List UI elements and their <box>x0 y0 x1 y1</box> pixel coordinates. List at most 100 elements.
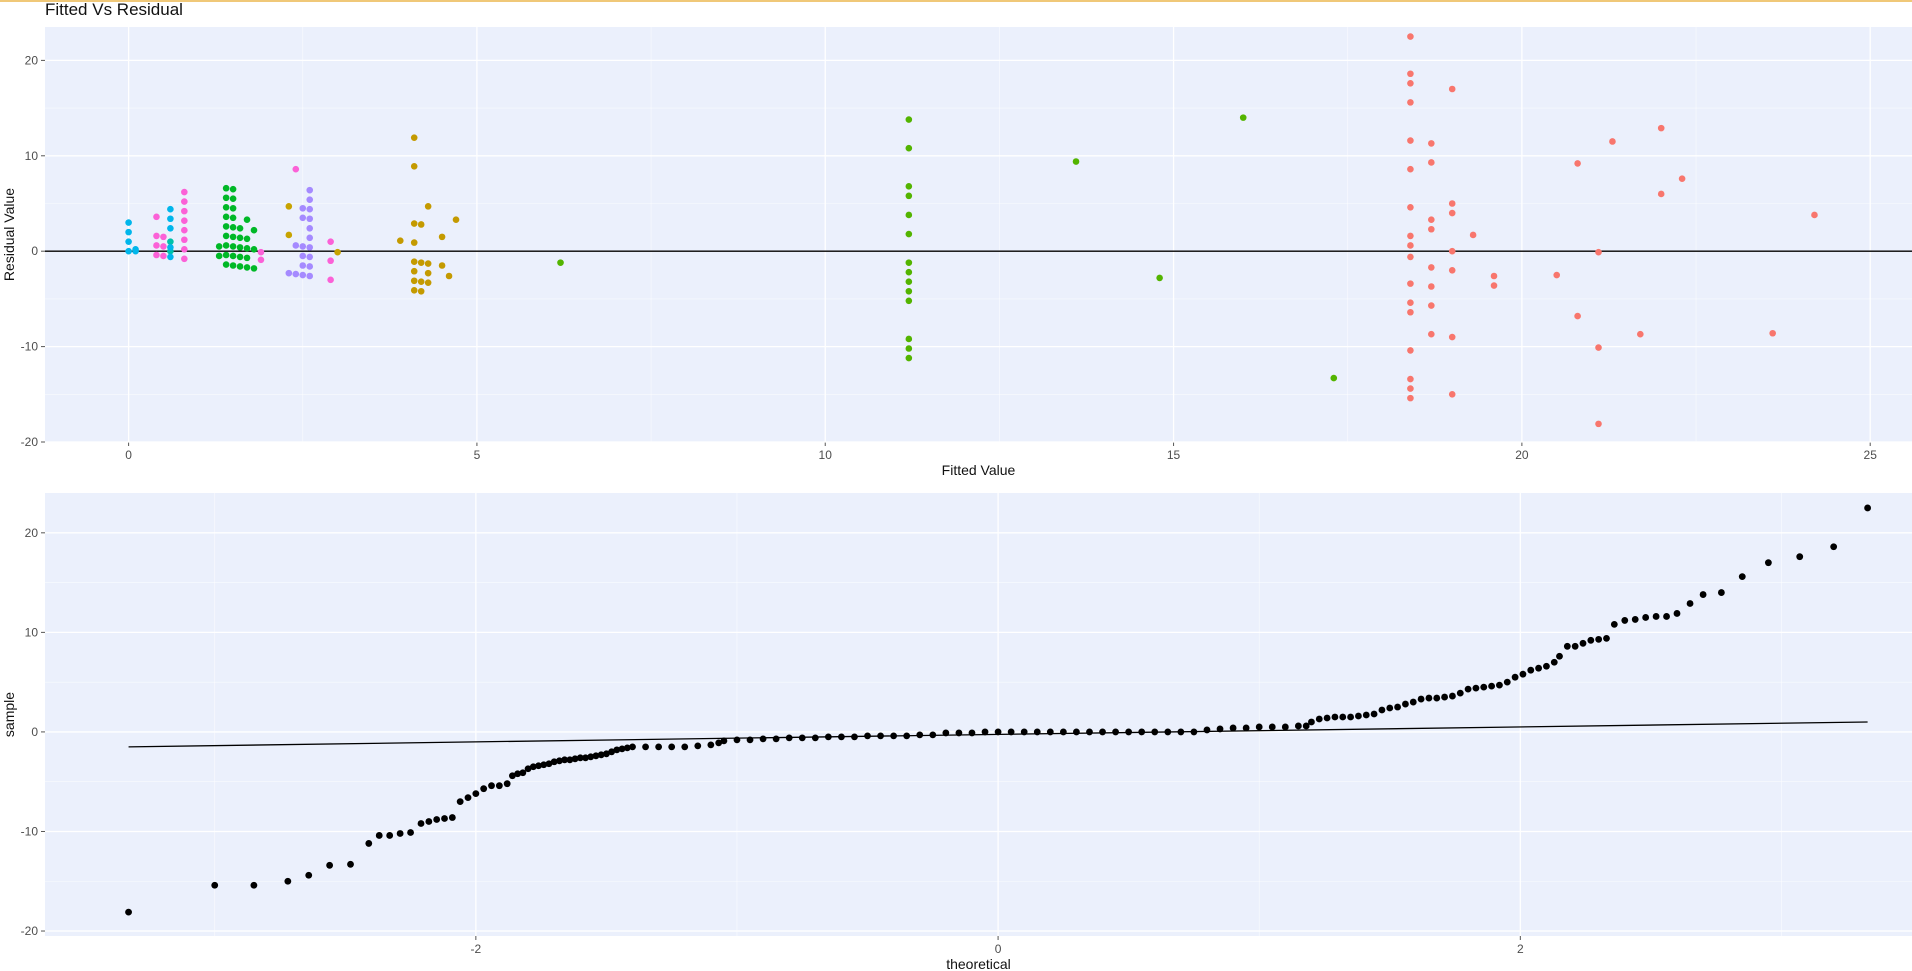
residual-data-point <box>243 216 251 224</box>
qq-data-point <box>480 785 488 793</box>
residual-data-point <box>299 271 307 279</box>
qq-data-point <box>1315 715 1323 723</box>
qq-data-point <box>1425 694 1433 702</box>
residual-data-point <box>410 267 418 275</box>
residual-data-point <box>1239 114 1247 121</box>
residual-data-point <box>236 253 244 261</box>
residual-data-point <box>299 243 307 250</box>
qq-data-point <box>642 743 649 751</box>
residual-data-point <box>167 205 174 213</box>
qq-data-point <box>903 732 911 740</box>
qq-data-point <box>1603 634 1610 642</box>
qq-data-point <box>1527 666 1535 674</box>
residual-data-point <box>417 287 425 295</box>
qq-data-point <box>509 772 516 780</box>
residual-data-point <box>1407 385 1414 392</box>
residual-data-point <box>1595 420 1602 428</box>
residual-data-point <box>1407 253 1414 261</box>
qq-x-tick-label: 0 <box>995 942 1002 956</box>
qq-data-point <box>1177 728 1185 736</box>
qq-data-point <box>1449 692 1456 700</box>
qq-data-point <box>1796 553 1804 561</box>
residual-data-point <box>160 243 167 250</box>
residual-data-point <box>1407 308 1414 316</box>
qq-data-point <box>1394 703 1401 711</box>
residual-data-point <box>222 213 230 221</box>
qq-data-point <box>629 743 636 751</box>
residual-plot-panel <box>45 27 1912 442</box>
residual-data-point <box>905 116 913 123</box>
residual-data-point <box>417 221 425 228</box>
qq-data-point <box>1164 728 1172 736</box>
residual-data-point <box>181 255 188 263</box>
residual-data-point <box>1769 329 1776 337</box>
residual-data-point <box>167 238 174 245</box>
residual-data-point <box>410 277 418 285</box>
qq-data-point <box>375 832 383 839</box>
qq-data-point <box>1587 636 1595 644</box>
residual-data-point <box>243 264 251 271</box>
residual-data-point <box>1407 79 1414 87</box>
residual-data-point <box>125 247 132 255</box>
qq-data-point <box>566 756 574 764</box>
residual-data-point <box>1407 375 1414 383</box>
qq-data-point <box>811 734 819 742</box>
qq-data-point <box>772 735 780 743</box>
residual-data-point <box>167 253 174 261</box>
qq-data-point <box>1496 681 1503 689</box>
residual-data-point <box>222 242 230 249</box>
qq-data-point <box>1151 728 1159 736</box>
residual-data-point <box>292 242 300 249</box>
qq-data-point <box>1543 662 1550 670</box>
residual-data-point <box>132 245 139 253</box>
qq-data-point <box>916 731 924 739</box>
residual-chart: 0 5 10 15 20 25 -20 -10 0 10 20 Fitted Value Residua… <box>1 27 1912 478</box>
qq-data-point <box>759 735 767 743</box>
qq-data-point <box>1472 684 1480 692</box>
residual-data-point <box>410 239 418 246</box>
residual-data-point <box>292 165 300 173</box>
qq-y-tick-label: 0 <box>31 725 38 739</box>
residual-data-point <box>1407 99 1414 106</box>
residual-data-point <box>905 354 913 362</box>
qq-data-point <box>1386 704 1394 712</box>
qq-data-point <box>1864 504 1872 512</box>
qq-data-point <box>1738 573 1746 581</box>
residual-data-point <box>1407 165 1414 173</box>
residual-data-point <box>445 272 453 280</box>
residual-data-point <box>229 262 237 269</box>
qq-data-point <box>994 728 1002 736</box>
qq-data-point <box>838 733 845 741</box>
qq-data-point <box>1571 642 1579 650</box>
residual-data-point <box>905 345 913 352</box>
qq-data-point <box>1610 621 1618 628</box>
residual-data-point <box>905 278 913 286</box>
residual-data-point <box>306 234 314 242</box>
qq-data-point <box>472 790 480 798</box>
residual-data-point <box>905 211 913 219</box>
residual-data-point <box>257 256 265 264</box>
residual-data-point <box>1490 272 1498 280</box>
window-top-border <box>0 0 1912 2</box>
qq-data-point <box>1112 728 1119 736</box>
qq-data-point <box>1642 614 1650 621</box>
residual-data-point <box>229 204 237 212</box>
qq-data-point <box>1370 710 1378 718</box>
residual-data-point <box>243 245 251 252</box>
residual-data-point <box>250 265 258 272</box>
qq-data-point <box>1563 642 1571 650</box>
qq-data-point <box>1347 713 1354 721</box>
qq-data-point <box>1255 723 1263 731</box>
qq-data-point <box>1099 728 1106 736</box>
qq-data-point <box>981 728 989 736</box>
qq-data-point <box>1631 616 1639 623</box>
residual-x-tick-label: 20 <box>1515 448 1529 462</box>
residual-data-point <box>1156 274 1163 282</box>
residual-data-point <box>1574 160 1581 167</box>
qq-data-point <box>1308 718 1315 726</box>
qq-data-point <box>864 732 871 740</box>
qq-data-point <box>618 745 626 753</box>
qq-data-point <box>514 770 522 778</box>
residual-data-point <box>215 252 223 260</box>
residual-data-point <box>306 215 314 223</box>
